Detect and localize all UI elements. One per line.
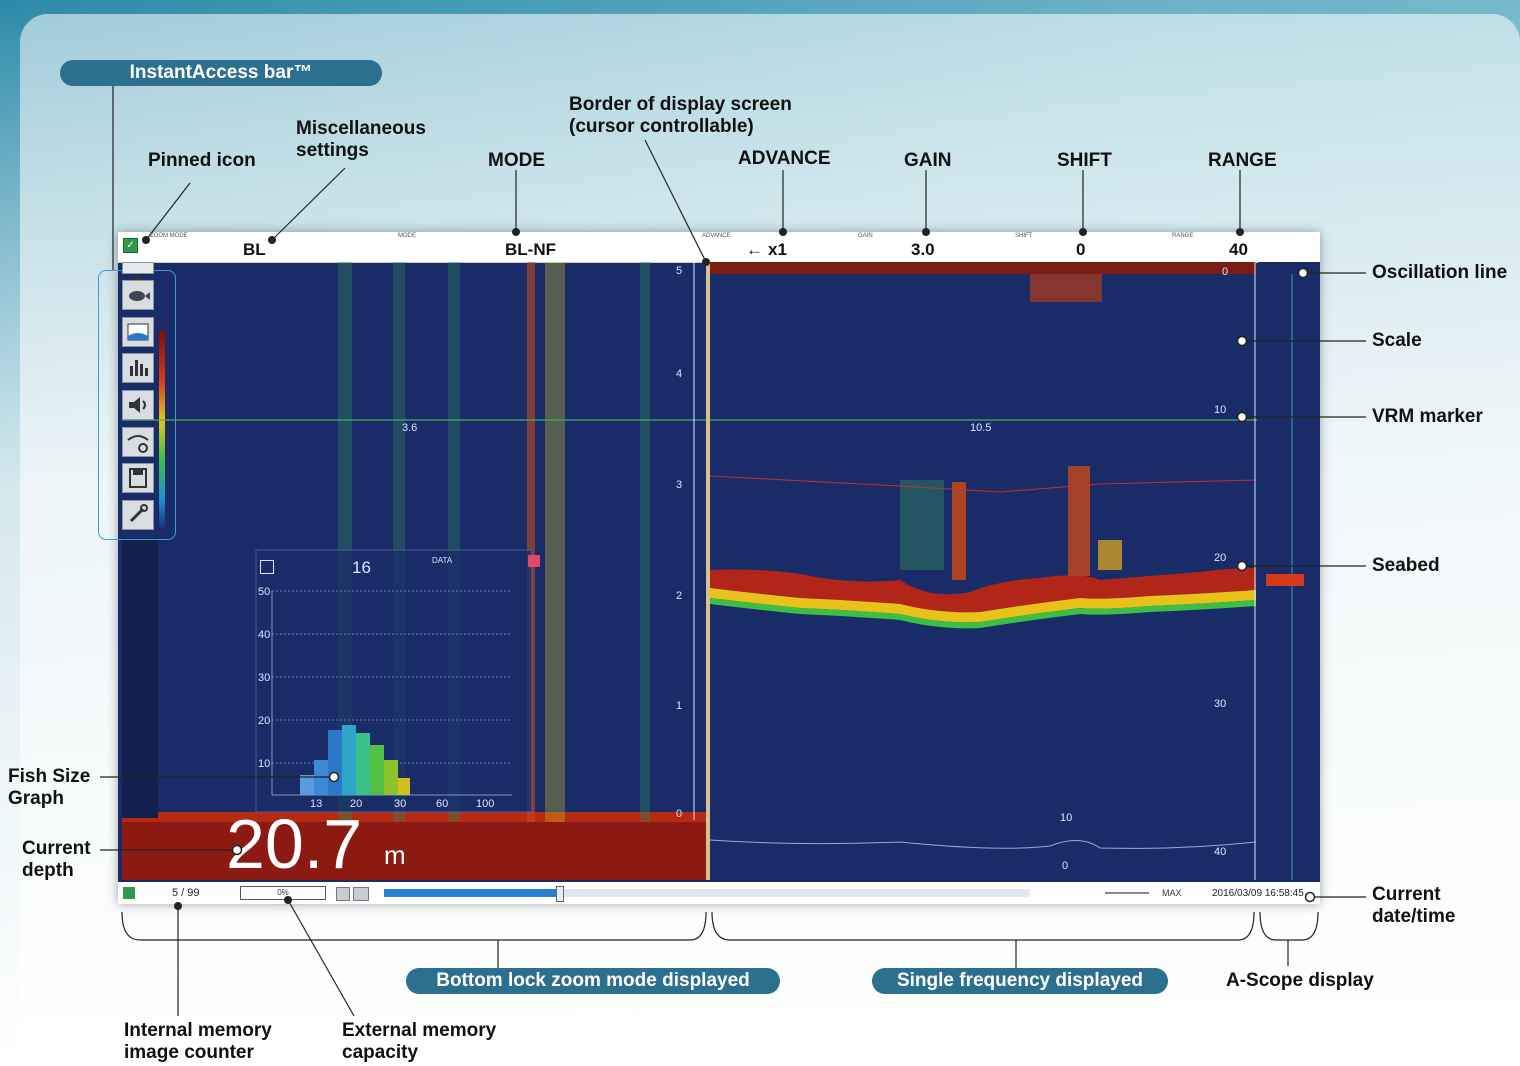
external-memory-callout: External memory capacity xyxy=(342,1020,497,1063)
history-slider-thumb[interactable] xyxy=(556,886,564,902)
fish-graph-y-tick: 30 xyxy=(258,672,271,684)
fish-graph-y-tick: 50 xyxy=(258,586,271,598)
shift-callout: SHIFT xyxy=(1057,150,1112,171)
speaker-icon[interactable] xyxy=(122,390,154,420)
pinned-icon-callout: Pinned icon xyxy=(148,150,256,171)
fish-icon[interactable] xyxy=(122,280,154,310)
bottom-lock-pill: Bottom lock zoom mode displayed xyxy=(406,968,780,994)
record-icon[interactable] xyxy=(353,887,369,901)
single-frequency-pill: Single frequency displayed xyxy=(872,968,1168,994)
fish-size-graph-callout: Fish Size Graph xyxy=(8,766,91,809)
range-value[interactable]: 40 xyxy=(1229,240,1248,259)
right-scale-label: 40 xyxy=(1214,846,1227,858)
border-display-callout: Border of display screen (cursor control… xyxy=(569,94,792,137)
fish-graph-icon[interactable] xyxy=(260,560,274,574)
zoom-slider[interactable] xyxy=(1105,892,1149,894)
fish-graph-y-tick: 40 xyxy=(258,629,271,641)
save-icon[interactable] xyxy=(122,463,154,493)
shift-value[interactable]: 0 xyxy=(1076,240,1086,259)
fish-graph-data-label: DATA xyxy=(432,556,453,565)
right-scale-label: 10 xyxy=(1214,404,1227,416)
left-scale-label: 3 xyxy=(676,479,683,491)
fish-graph-x-tick: 60 xyxy=(436,798,449,810)
scene-settings-icon[interactable] xyxy=(122,427,154,457)
gain-value[interactable]: 3.0 xyxy=(911,240,935,259)
left-scale-label: 0 xyxy=(676,808,683,820)
playback-icon[interactable] xyxy=(336,887,350,901)
left-scale-label: 5 xyxy=(676,265,683,277)
misc-settings-callout: Miscellaneous settings xyxy=(296,118,426,161)
left-scale-label: 1 xyxy=(676,700,683,712)
left-scale-label: 4 xyxy=(676,368,683,380)
advance-small-label: ADVANCE xyxy=(702,233,731,239)
current-depth-value: 20.7 xyxy=(226,805,363,883)
vrm-left-label: 3.6 xyxy=(402,422,418,434)
zoom-mode-value[interactable]: BL xyxy=(243,240,266,259)
current-depth-callout: Current depth xyxy=(22,838,91,881)
mini-scale-label: 0 xyxy=(1062,860,1069,872)
vrm-right-label: 10.5 xyxy=(970,422,992,434)
right-scale-label: 20 xyxy=(1214,552,1227,564)
right-scale-label: 0 xyxy=(1222,266,1229,278)
scale-callout: Scale xyxy=(1372,330,1422,351)
bar-graph-icon[interactable] xyxy=(122,353,154,383)
mode-small-label: MODE xyxy=(398,233,416,239)
right-scale-label: 30 xyxy=(1214,698,1227,710)
external-capacity-box: 0% xyxy=(240,886,326,900)
current-depth-unit: m xyxy=(384,840,406,870)
fish-graph-value: 16 xyxy=(352,558,371,577)
pinned-icon[interactable]: ✓ xyxy=(123,238,138,253)
oscillation-line-callout: Oscillation line xyxy=(1372,262,1508,283)
max-label: MAX xyxy=(1162,888,1182,898)
image-counter: 5 / 99 xyxy=(172,887,200,899)
gain-callout: GAIN xyxy=(904,150,952,171)
fish-graph-x-tick: 20 xyxy=(350,798,363,810)
seabed-callout: Seabed xyxy=(1372,555,1440,576)
fish-graph-x-tick: 100 xyxy=(476,798,495,810)
fish-graph-y-tick: 20 xyxy=(258,715,271,727)
datetime-display: 2016/03/09 16:58:45 xyxy=(1212,888,1304,899)
instant-access-bar-pill: InstantAccess bar™ xyxy=(60,60,382,86)
advance-arrow-icon: ← xyxy=(746,240,763,259)
fish-graph-x-tick: 30 xyxy=(394,798,407,810)
display-icon[interactable] xyxy=(122,317,154,347)
fish-graph-y-tick: 10 xyxy=(258,758,271,770)
advance-value[interactable]: x1 xyxy=(768,240,787,259)
internal-memory-callout: Internal memory image counter xyxy=(124,1020,272,1063)
toolbar-up-arrow-button[interactable] xyxy=(122,262,154,280)
current-datetime-callout: Current date/time xyxy=(1372,884,1456,927)
left-scale-label: 2 xyxy=(676,590,683,602)
shift-small-label: SHIFT xyxy=(1015,233,1033,239)
vrm-marker-callout: VRM marker xyxy=(1372,406,1483,427)
zoom-mode-small-label: ZOOM MODE xyxy=(150,233,188,239)
mode-callout: MODE xyxy=(488,150,545,171)
fish-graph-x-tick: 13 xyxy=(310,798,323,810)
range-callout: RANGE xyxy=(1208,150,1277,171)
range-small-label: RANGE xyxy=(1172,233,1194,239)
tools-icon[interactable] xyxy=(122,500,154,530)
mode-value[interactable]: BL-NF xyxy=(505,240,556,259)
mini-scale-label: 10 xyxy=(1060,812,1073,824)
advance-callout: ADVANCE xyxy=(738,148,831,169)
gain-small-label: GAIN xyxy=(858,233,873,239)
a-scope-callout: A-Scope display xyxy=(1226,970,1374,991)
footer-pin-icon[interactable] xyxy=(123,887,135,899)
